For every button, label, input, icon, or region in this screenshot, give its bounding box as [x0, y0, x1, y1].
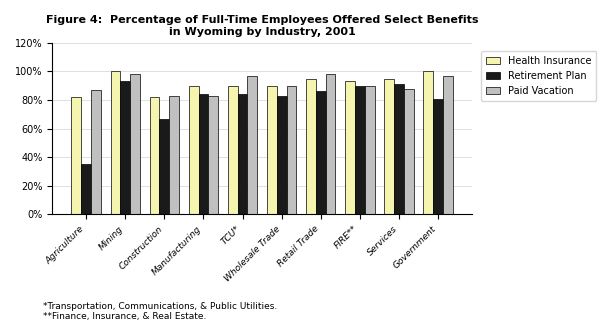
Bar — [169, 96, 179, 214]
Bar — [286, 86, 296, 214]
Bar — [316, 91, 326, 214]
Bar — [111, 72, 121, 214]
Bar — [355, 86, 365, 214]
Bar — [198, 94, 208, 214]
Bar — [208, 96, 218, 214]
Bar — [424, 72, 433, 214]
Bar — [443, 76, 453, 214]
Bar — [365, 86, 375, 214]
Bar — [277, 96, 286, 214]
Text: *Transportation, Communications, & Public Utilities.: *Transportation, Communications, & Publi… — [43, 302, 277, 311]
Bar — [81, 164, 91, 214]
Bar — [384, 79, 394, 214]
Bar — [404, 89, 414, 214]
Bar — [121, 82, 130, 214]
Bar — [267, 86, 277, 214]
Bar — [150, 97, 159, 214]
Bar — [228, 86, 237, 214]
Bar — [237, 94, 247, 214]
Bar — [394, 84, 404, 214]
Bar — [345, 82, 355, 214]
Bar — [326, 74, 335, 214]
Bar — [433, 98, 443, 214]
Bar — [91, 90, 101, 214]
Text: **Finance, Insurance, & Real Estate.: **Finance, Insurance, & Real Estate. — [43, 312, 206, 321]
Bar — [247, 76, 257, 214]
Bar — [159, 119, 169, 214]
Bar — [188, 86, 198, 214]
Bar — [72, 97, 81, 214]
Title: Figure 4:  Percentage of Full-Time Employees Offered Select Benefits
in Wyoming : Figure 4: Percentage of Full-Time Employ… — [46, 15, 479, 37]
Legend: Health Insurance, Retirement Plan, Paid Vacation: Health Insurance, Retirement Plan, Paid … — [481, 51, 597, 101]
Bar — [306, 79, 316, 214]
Bar — [130, 74, 140, 214]
